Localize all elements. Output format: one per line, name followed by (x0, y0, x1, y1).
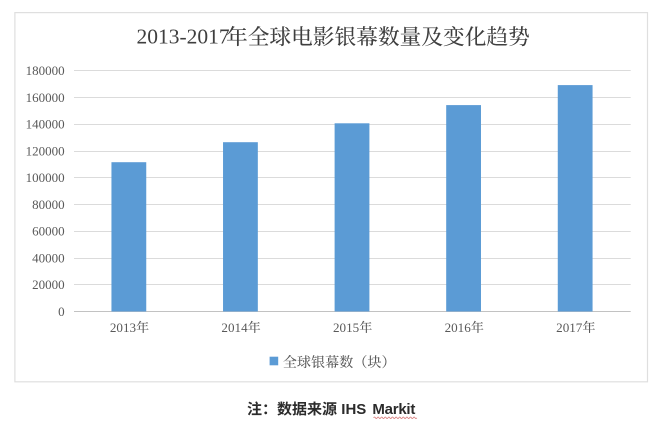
svg-text:120000: 120000 (26, 143, 65, 158)
svg-text:80000: 80000 (32, 197, 65, 212)
svg-text:140000: 140000 (26, 117, 65, 132)
svg-text:100000: 100000 (26, 170, 65, 185)
svg-text:60000: 60000 (32, 224, 65, 239)
svg-text:2013: 2013 (110, 320, 137, 335)
svg-text:160000: 160000 (26, 90, 65, 105)
svg-text:20000: 20000 (32, 277, 65, 292)
svg-text:2017: 2017 (556, 320, 583, 335)
svg-text:2015: 2015 (333, 320, 360, 335)
svg-text:40000: 40000 (32, 250, 65, 265)
svg-text:2013-2017: 2013-2017 (137, 24, 230, 48)
svg-text:2014: 2014 (221, 320, 248, 335)
svg-text:Markit: Markit (372, 401, 415, 418)
svg-text:IHS: IHS (341, 401, 366, 418)
svg-text:2016: 2016 (445, 320, 472, 335)
svg-text:0: 0 (58, 304, 65, 319)
svg-text:180000: 180000 (26, 63, 65, 78)
